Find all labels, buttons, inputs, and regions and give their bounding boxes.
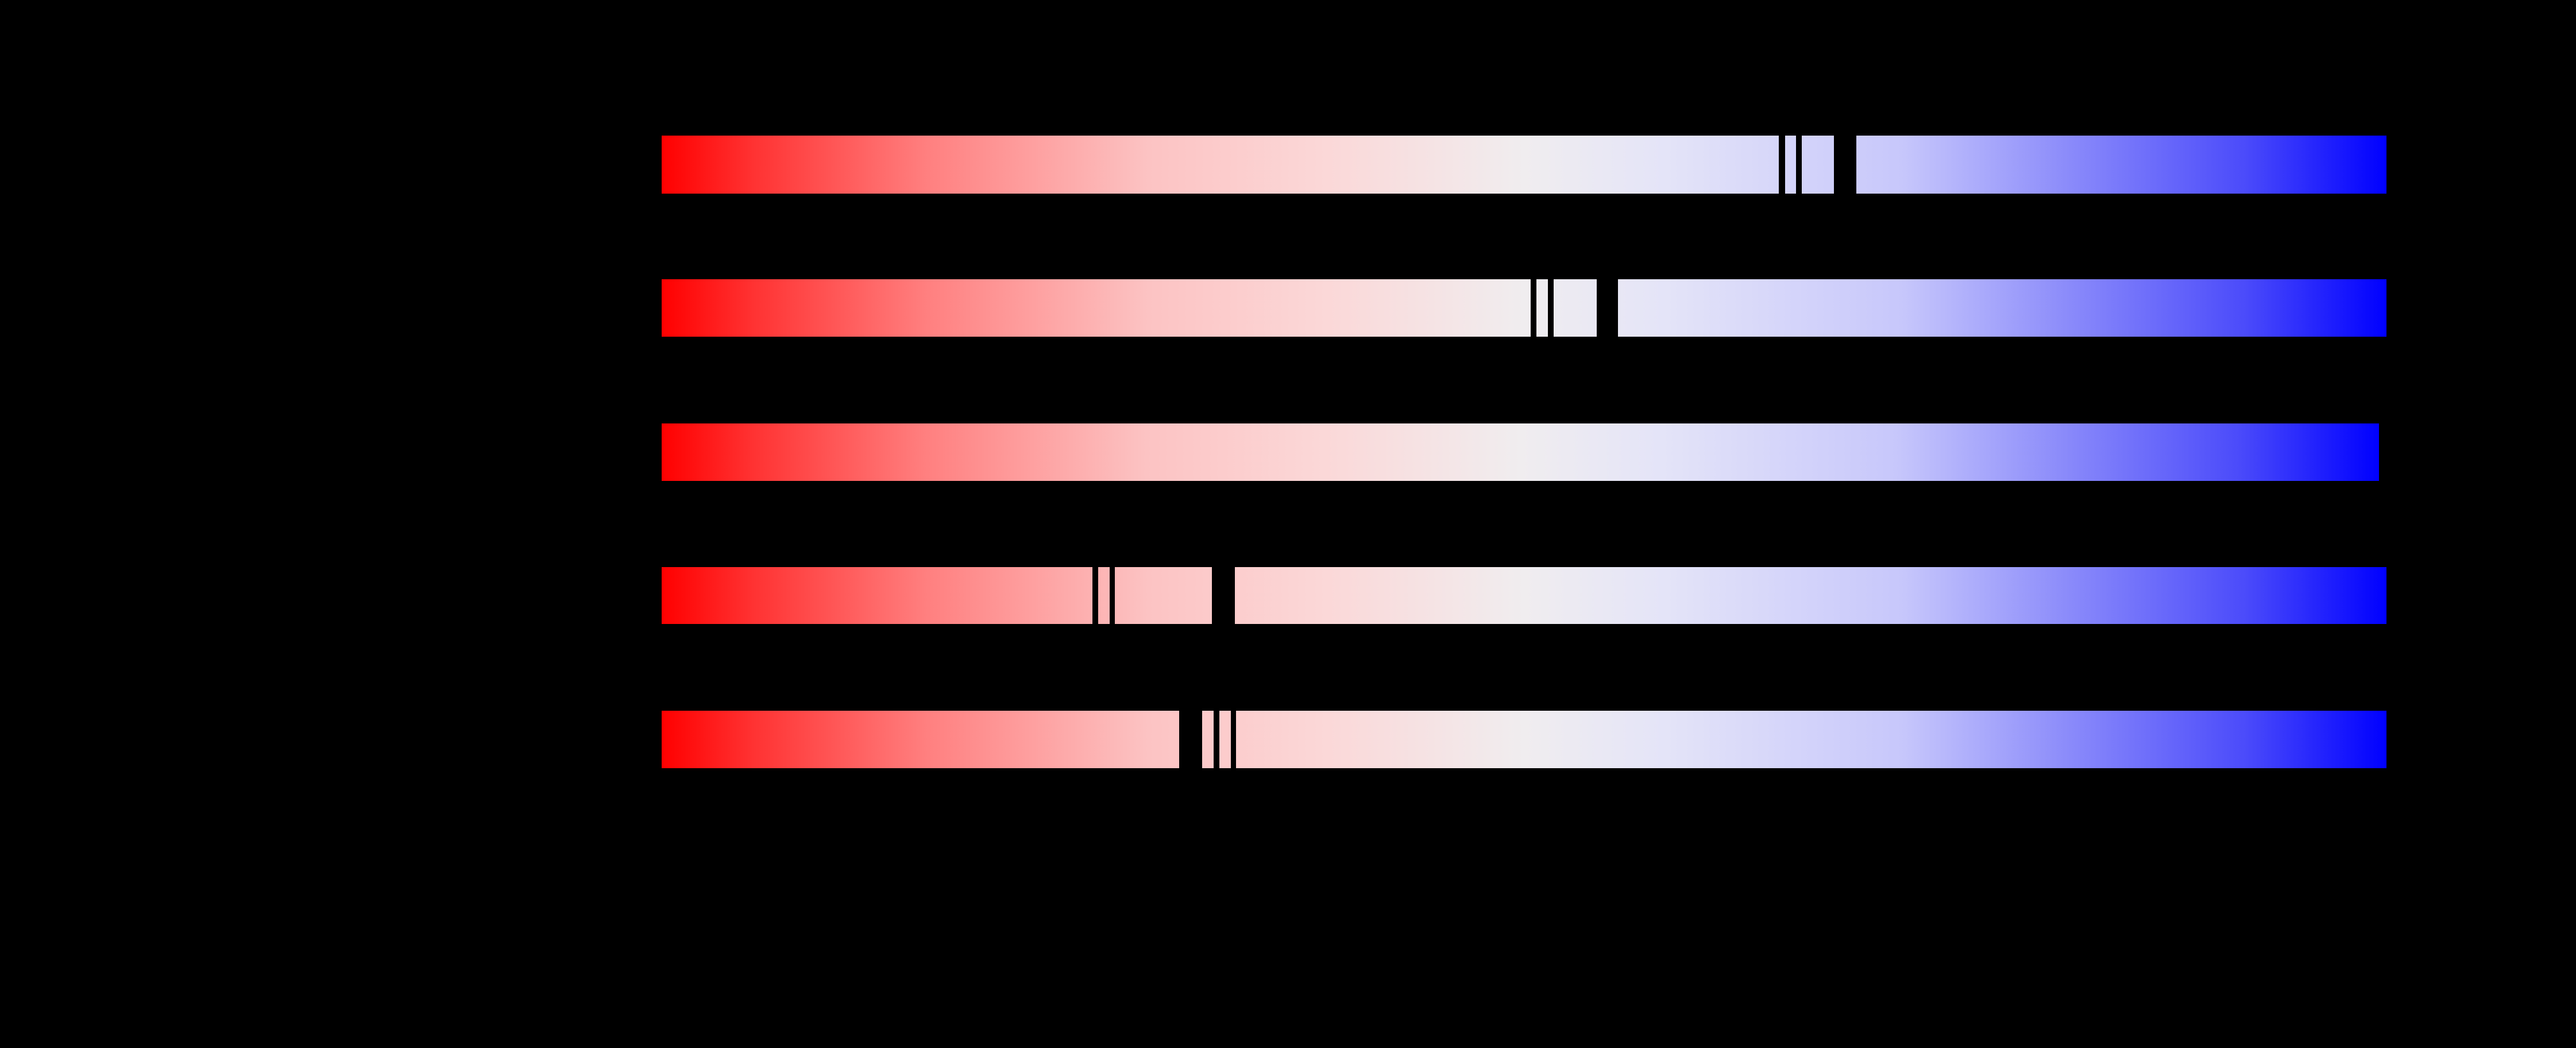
gradient-bar-row-2 [662, 423, 2379, 481]
rank-marker-thin [1231, 711, 1236, 768]
gradient-bar-row-4 [662, 711, 2386, 768]
rank-marker-thin [1110, 567, 1115, 624]
rank-marker-thin [1796, 136, 1802, 194]
gradient-bar-row-1 [662, 279, 2386, 337]
rank-marker-thick [1212, 567, 1235, 624]
gradient-bar-row-3 [662, 567, 2386, 624]
rank-marker-thin [1779, 136, 1785, 194]
rank-marker-thin [1092, 567, 1098, 624]
rank-marker-thick [1597, 279, 1618, 337]
rank-marker-thin [1531, 279, 1536, 337]
rank-marker-thin [1214, 711, 1219, 768]
rank-marker-thick [1834, 136, 1856, 194]
gradient-bar-row-0 [662, 136, 2386, 194]
rank-marker-thin [1548, 279, 1554, 337]
rank-marker-thick [1179, 711, 1202, 768]
